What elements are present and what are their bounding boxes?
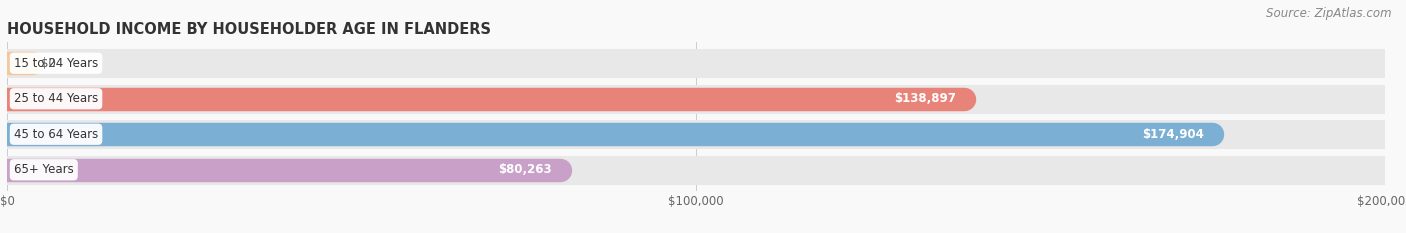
Text: $138,897: $138,897 — [894, 92, 956, 105]
Text: HOUSEHOLD INCOME BY HOUSEHOLDER AGE IN FLANDERS: HOUSEHOLD INCOME BY HOUSEHOLDER AGE IN F… — [7, 22, 491, 37]
Text: Source: ZipAtlas.com: Source: ZipAtlas.com — [1267, 7, 1392, 20]
Text: 65+ Years: 65+ Years — [14, 163, 73, 176]
Text: 25 to 44 Years: 25 to 44 Years — [14, 92, 98, 105]
Text: $0: $0 — [42, 57, 56, 70]
Text: $174,904: $174,904 — [1142, 128, 1204, 141]
Text: 15 to 24 Years: 15 to 24 Years — [14, 57, 98, 70]
Text: 45 to 64 Years: 45 to 64 Years — [14, 128, 98, 141]
Text: $80,263: $80,263 — [498, 163, 551, 176]
